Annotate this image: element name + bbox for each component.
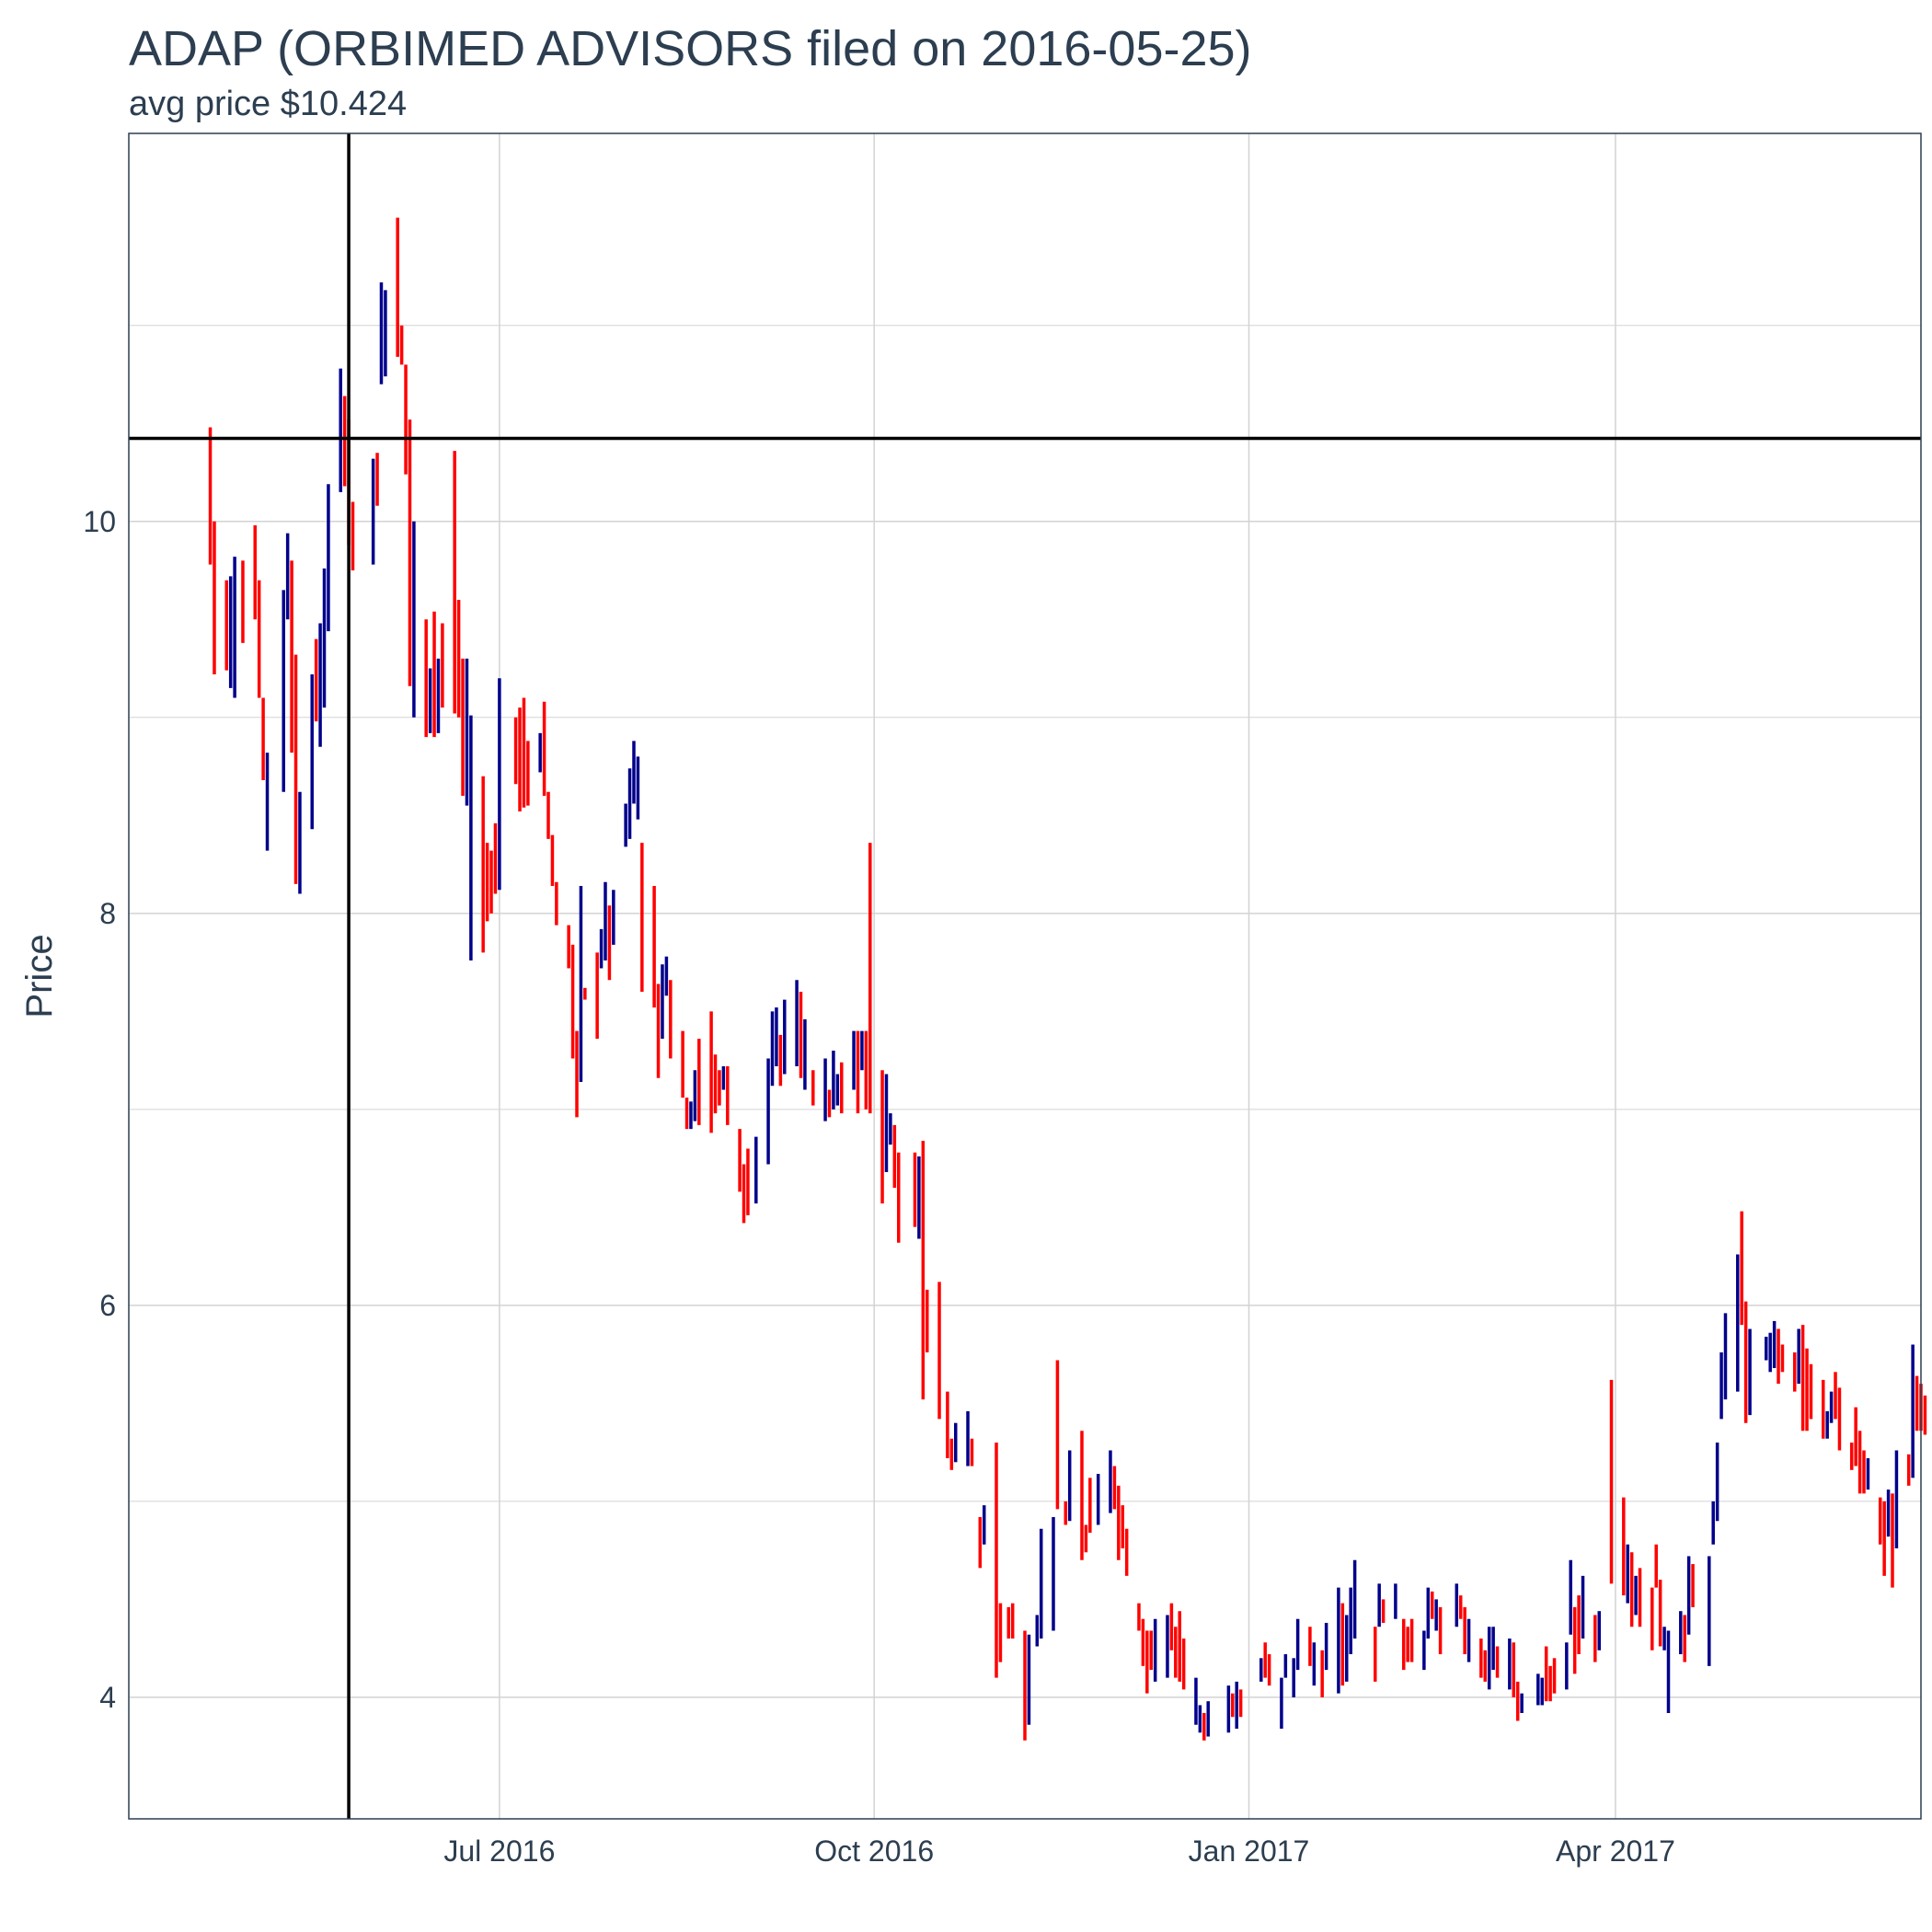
x-tick-label: Jan 2017 — [1189, 1834, 1310, 1868]
y-axis-ticks: 4 6 8 10 — [83, 505, 116, 1714]
grid-lines — [129, 133, 1921, 1819]
panel-border — [128, 132, 1922, 1820]
price-bars — [208, 217, 1927, 1741]
chart-subtitle: avg price $10.424 — [129, 85, 408, 123]
x-tick-label: Apr 2017 — [1556, 1834, 1675, 1868]
x-tick-label: Jul 2016 — [443, 1834, 555, 1868]
y-tick-label: 4 — [99, 1681, 116, 1714]
y-tick-label: 10 — [83, 505, 116, 538]
y-axis-title: Price — [19, 934, 60, 1018]
y-tick-label: 6 — [99, 1289, 116, 1322]
x-tick-label: Oct 2016 — [814, 1834, 934, 1868]
reference-lines — [129, 133, 1921, 1819]
y-tick-label: 8 — [99, 897, 116, 930]
x-axis-ticks: Jul 2016 Oct 2016 Jan 2017 Apr 2017 — [443, 1834, 1675, 1868]
chart-title: ADAP (ORBIMED ADVISORS filed on 2016-05-… — [129, 21, 1252, 76]
